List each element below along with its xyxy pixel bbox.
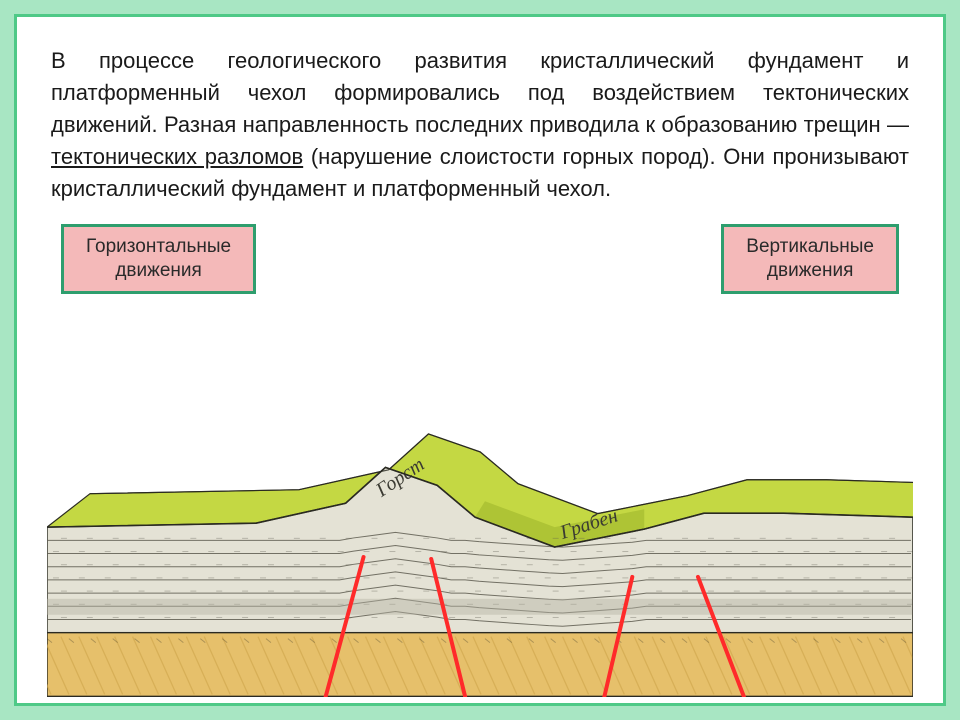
geology-diagram: ГорстГрабен: [47, 417, 913, 697]
label-vertical: Вертикальные движения: [721, 224, 899, 294]
label-v-line2: движения: [767, 260, 853, 281]
geology-svg: ГорстГрабен: [47, 417, 913, 697]
label-h-line1: Горизонтальные: [86, 236, 231, 257]
label-h-line2: движения: [115, 260, 201, 281]
inner-frame: В процессе геологического развития крист…: [14, 14, 946, 706]
outer-frame: В процессе геологического развития крист…: [0, 0, 960, 720]
label-row: Горизонтальные движения Вертикальные дви…: [51, 224, 909, 294]
main-paragraph: В процессе геологического развития крист…: [51, 45, 909, 204]
para-before: В процессе геологического развития крист…: [51, 48, 909, 137]
para-underline: тектонических разломов: [51, 144, 303, 169]
label-horizontal: Горизонтальные движения: [61, 224, 256, 294]
label-v-line1: Вертикальные: [746, 236, 874, 257]
